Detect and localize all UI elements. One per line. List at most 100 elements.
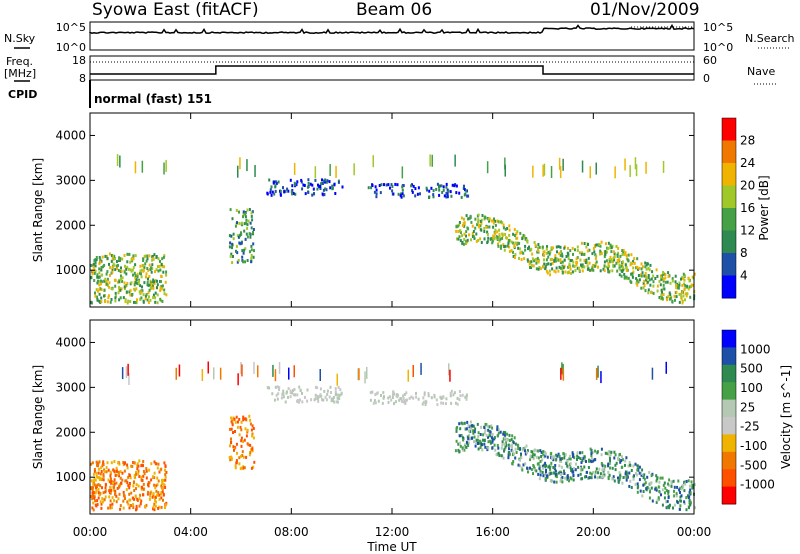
power-cell [163, 254, 166, 258]
velocity-cell [162, 493, 165, 497]
velocity-cell [240, 466, 243, 470]
power-cell [462, 217, 465, 221]
velocity-cell [571, 468, 574, 472]
power-cell [612, 265, 615, 268]
power-cell [660, 277, 663, 281]
power-cell [685, 294, 688, 298]
power-cell [545, 263, 548, 266]
velocity-cell [617, 457, 620, 461]
velocity-cell [491, 440, 494, 444]
power-cell [96, 289, 99, 293]
power-cell [419, 192, 421, 196]
power-cell [391, 185, 394, 188]
power-cell [652, 274, 655, 278]
velocity-cell [463, 448, 466, 452]
power-cell [273, 180, 276, 184]
power-cell [618, 266, 621, 270]
power-cell [319, 187, 322, 190]
power-cell [111, 270, 114, 274]
velocity-cell [579, 472, 582, 476]
power-cell [652, 280, 655, 284]
velocity-cell [590, 452, 593, 456]
velocity-cell [99, 466, 102, 470]
velocity-cell [466, 435, 469, 439]
velocity-cell [538, 477, 541, 481]
power-cell [236, 251, 239, 255]
power-cell [588, 248, 591, 252]
velocity-cell [487, 428, 490, 432]
velocity-cell [512, 460, 515, 463]
power-cell [585, 245, 588, 249]
power-cell [596, 243, 599, 247]
power-cell [674, 280, 677, 284]
velocity-cell [136, 462, 139, 466]
velocity-cell [557, 471, 560, 475]
power-cell [455, 229, 458, 233]
velocity-cell [611, 477, 614, 481]
power-cell [618, 258, 621, 262]
power-cell [134, 274, 137, 278]
power-cell [609, 246, 612, 250]
velocity-cell [598, 475, 601, 479]
power-cell [154, 291, 157, 295]
velocity-cell [475, 438, 478, 442]
power-cell [647, 291, 650, 295]
velocity-cell [92, 508, 95, 512]
velocity-cell [373, 399, 376, 403]
velocity-cell [634, 462, 637, 466]
velocity-cell [299, 389, 302, 393]
velocity-cell [572, 478, 575, 482]
power-cell [456, 224, 459, 228]
power-cell [561, 271, 564, 275]
power-cell [554, 257, 557, 260]
y-tick-label: 4000 [55, 335, 86, 349]
velocity-cell [238, 456, 241, 460]
power-cell [535, 267, 538, 271]
power-cell [245, 218, 248, 222]
power-cell [144, 254, 147, 258]
velocity-cell [643, 482, 646, 486]
power-cell [559, 258, 562, 262]
velocity-cell [672, 506, 674, 510]
velocity-cell [380, 394, 382, 397]
velocity-cell [649, 482, 652, 486]
power-cell [625, 266, 628, 269]
power-cell [371, 183, 374, 187]
power-streak [634, 157, 637, 170]
power-cell [113, 278, 116, 282]
power-cell [253, 249, 255, 253]
power-cell [566, 271, 569, 275]
power-cell [401, 188, 404, 192]
velocity-cell [145, 476, 148, 480]
velocity-cell [316, 397, 319, 401]
power-cell [150, 266, 153, 270]
power-cell [621, 249, 624, 253]
power-cell [677, 286, 679, 290]
velocity-cell [116, 473, 119, 477]
power-cell [624, 251, 627, 255]
velocity-cell [107, 506, 110, 510]
station-title: Syowa East (fitACF) [92, 0, 259, 20]
power-cell [119, 296, 122, 300]
velocity-cell [544, 461, 547, 465]
velocity-cell [554, 458, 557, 462]
velocity-colorbar-tick: 100 [740, 381, 763, 395]
velocity-cell [435, 398, 438, 402]
velocity-cell [656, 477, 659, 481]
power-cell [562, 266, 565, 270]
velocity-cell [238, 417, 241, 421]
velocity-cell [98, 478, 101, 481]
power-cell [111, 256, 114, 260]
velocity-cell [296, 399, 299, 402]
power-cell [556, 250, 558, 254]
velocity-cell [683, 481, 686, 484]
power-cell [576, 266, 579, 270]
power-cell [140, 290, 143, 294]
velocity-cell [125, 479, 128, 483]
power-cell [458, 191, 461, 195]
power-streak [314, 166, 317, 179]
power-cell [629, 263, 632, 267]
velocity-cell [242, 455, 245, 459]
power-cell [575, 257, 578, 261]
power-cell [575, 261, 578, 264]
